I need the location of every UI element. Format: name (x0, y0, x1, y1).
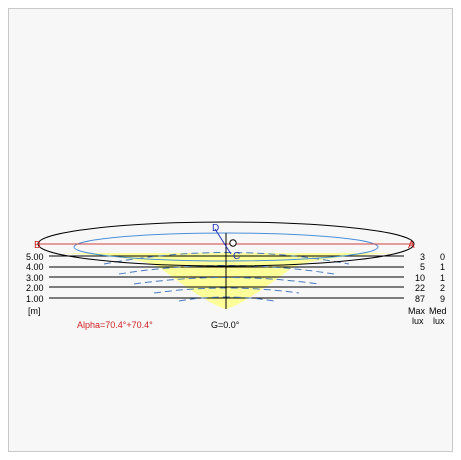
height-label: 3.00 (26, 273, 44, 283)
unit-label: [m] (28, 306, 41, 316)
contour-2 (118, 265, 335, 275)
point-d-label: D (212, 223, 219, 234)
height-label: 2.00 (26, 283, 44, 293)
med-lux-value: 1 (440, 262, 445, 272)
med-lux-value: 9 (440, 294, 445, 304)
max-lux-value: 10 (415, 273, 425, 283)
point-a-label: A (408, 240, 415, 251)
med-lux-value: 1 (440, 273, 445, 283)
max-lux-values: 3 5 10 22 87 (415, 252, 425, 304)
med-header: Med (429, 306, 447, 316)
max-lux-value: 3 (420, 252, 425, 262)
max-lux-value: 22 (415, 283, 425, 293)
light-cone (61, 253, 395, 309)
med-lux-value: 2 (440, 283, 445, 293)
light-cone-diagram: B A D C 5.00 4.00 3.00 2.00 1.00 [m] 3 5… (26, 221, 447, 330)
height-label: 1.00 (26, 294, 44, 304)
max-lux-value: 5 (420, 262, 425, 272)
height-labels: 5.00 4.00 3.00 2.00 1.00 (26, 252, 44, 304)
line-d-c (214, 228, 232, 255)
gamma-label: G=0.0° (211, 320, 240, 330)
height-label: 4.00 (26, 262, 44, 272)
med-unit: lux (433, 316, 445, 326)
alpha-label: Alpha=70.4°+70.4° (77, 320, 153, 330)
max-header: Max (408, 306, 426, 316)
point-c-label: C (233, 251, 240, 262)
point-b-label: B (34, 240, 41, 251)
origin-marker (229, 239, 237, 247)
height-label: 5.00 (26, 252, 44, 262)
max-lux-value: 87 (415, 294, 425, 304)
med-lux-value: 0 (440, 252, 445, 262)
max-unit: lux (412, 316, 424, 326)
diagram-frame: B A D C 5.00 4.00 3.00 2.00 1.00 [m] 3 5… (8, 8, 453, 452)
med-lux-values: 0 1 1 2 9 (440, 252, 445, 304)
